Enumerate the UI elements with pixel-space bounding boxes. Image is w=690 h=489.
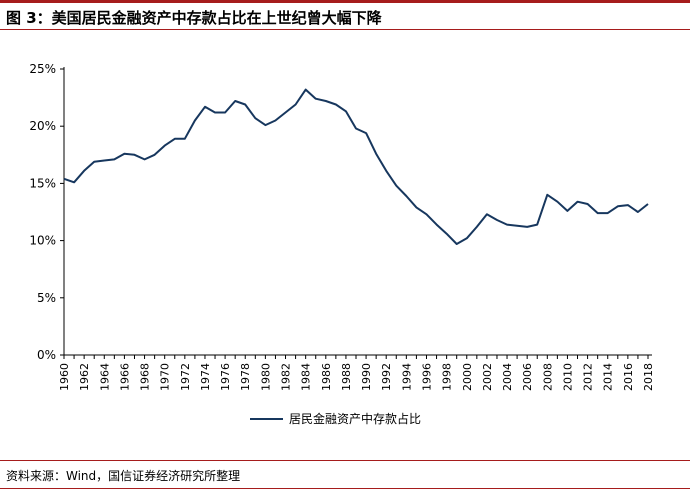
x-tick-label: 2006 xyxy=(521,363,534,391)
x-tick-label: 1966 xyxy=(118,363,131,391)
x-tick-label: 2008 xyxy=(541,363,554,391)
source-note: 资料来源：Wind，国信证券经济研究所整理 xyxy=(6,469,241,483)
x-tick-label: 1960 xyxy=(58,363,71,391)
x-tick-label: 1980 xyxy=(259,363,272,391)
x-tick-label: 1968 xyxy=(139,363,152,391)
x-tick-label: 1974 xyxy=(199,363,212,391)
figure-title-bar: 图 3：美国居民金融资产中存款占比在上世纪曾大幅下降 xyxy=(0,0,690,30)
x-tick-label: 1976 xyxy=(219,363,232,391)
y-tick-label: 20% xyxy=(29,119,56,133)
x-tick-label: 2016 xyxy=(622,363,635,391)
x-tick-label: 1972 xyxy=(179,363,192,391)
x-tick-label: 2018 xyxy=(642,363,655,391)
chart-container: 0% 5% 10% 15% 20% 25% 1960 1962 1964 1966 1968 1970… xyxy=(0,30,690,455)
x-tick-label: 1978 xyxy=(239,363,252,391)
line-chart: 0% 5% 10% 15% 20% 25% 1960 1962 1964 1966 1968 1970… xyxy=(29,62,655,426)
x-tick-label: 1992 xyxy=(380,363,393,391)
x-tick-label: 1990 xyxy=(360,363,373,391)
x-tick-label: 1986 xyxy=(320,363,333,391)
y-tick-label: 5% xyxy=(37,291,56,305)
x-tick-label: 1988 xyxy=(340,363,353,391)
x-tick-label: 1996 xyxy=(420,363,433,391)
y-tick-label: 25% xyxy=(29,62,56,76)
y-tick-label: 0% xyxy=(37,348,56,362)
x-tick-label: 1982 xyxy=(280,363,293,391)
x-tick-label: 1964 xyxy=(98,363,111,391)
x-tick-label: 2002 xyxy=(481,363,494,391)
y-tick-label: 10% xyxy=(29,234,56,248)
x-tick-label: 1970 xyxy=(159,363,172,391)
y-tick-label: 15% xyxy=(29,176,56,190)
x-tick-label: 1994 xyxy=(400,363,413,391)
x-tick-label: 2004 xyxy=(501,363,514,391)
legend-label: 居民金融资产中存款占比 xyxy=(289,411,421,426)
series-line xyxy=(63,88,649,245)
x-tick-label: 1962 xyxy=(78,363,91,391)
x-tick-label: 1984 xyxy=(300,363,313,391)
x-tick-label: 1998 xyxy=(441,363,454,391)
x-tick-label: 2012 xyxy=(582,363,595,391)
x-tick-label: 2010 xyxy=(561,363,574,391)
figure-title: 图 3：美国居民金融资产中存款占比在上世纪曾大幅下降 xyxy=(6,9,382,27)
x-tick-label: 2000 xyxy=(461,363,474,391)
x-tick-label: 2014 xyxy=(602,363,615,391)
source-footer: 资料来源：Wind，国信证券经济研究所整理 xyxy=(0,460,690,489)
